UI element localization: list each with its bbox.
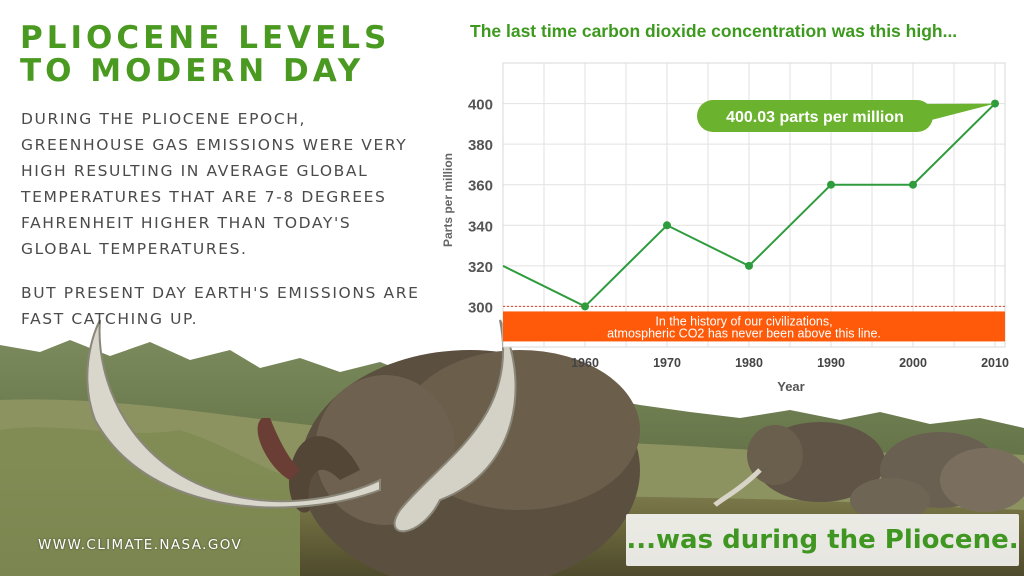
threshold-band: In the history of our civilizations,atmo… xyxy=(503,305,1005,342)
callout-pointer xyxy=(912,103,995,125)
y-tick-label: 300 xyxy=(468,299,493,316)
x-tick-label: 1970 xyxy=(653,356,681,370)
callout-pill xyxy=(697,100,933,132)
y-tick-labels: 300 320 340 360 380 400 xyxy=(468,97,493,317)
title-line-1: PLIOCENE LEVELS xyxy=(20,20,391,56)
x-tick-label: 1990 xyxy=(817,356,845,370)
plot-border xyxy=(502,62,1006,348)
x-tick-label: 2000 xyxy=(899,356,927,370)
y-axis-label: Parts per million xyxy=(441,153,455,247)
y-tick-label: 400 xyxy=(468,97,493,114)
x-tick-label: 1960 xyxy=(571,356,599,370)
x-tick-labels: 1960 1970 1980 1990 2000 2010 xyxy=(571,356,1009,370)
threshold-band-rect xyxy=(503,311,1005,342)
x-tick-label: 1980 xyxy=(735,356,763,370)
title-line-2: TO MODERN DAY xyxy=(20,53,365,89)
data-point xyxy=(581,302,589,311)
chart-grid xyxy=(502,62,1006,348)
source-credit: WWW.CLIMATE.NASA.GOV xyxy=(38,537,243,553)
y-tick-label: 340 xyxy=(468,218,493,235)
co2-line-chart: In the history of our civilizations,atmo… xyxy=(441,62,1009,394)
x-tick-label: 2010 xyxy=(981,356,1009,370)
callout-text: 400.03 parts per million xyxy=(726,109,904,126)
data-point xyxy=(745,261,753,270)
chart-title: The last time carbon dioxide concentrati… xyxy=(470,21,958,41)
data-point xyxy=(827,180,835,189)
threshold-note-line-2: atmospheric CO2 has never been above thi… xyxy=(607,326,881,340)
caption-box: ...was during the Pliocene. xyxy=(626,514,1019,566)
y-tick-label: 320 xyxy=(468,259,493,276)
y-tick-label: 380 xyxy=(468,137,493,154)
intro-paragraph: During the Pliocene Epoch, greenhouse ga… xyxy=(21,110,408,258)
callout-badge: 400.03 parts per million xyxy=(697,100,995,132)
page-title: PLIOCENE LEVELS TO MODERN DAY xyxy=(20,22,400,88)
emphasis-paragraph: But present day Earth's emissions are fa… xyxy=(21,284,420,328)
caption-text: ...was during the Pliocene. xyxy=(626,525,1019,555)
data-point xyxy=(909,180,917,189)
data-point xyxy=(663,221,671,230)
y-tick-label: 360 xyxy=(468,178,493,195)
x-axis-label: Year xyxy=(777,379,804,394)
threshold-note-line-1: In the history of our civilizations, xyxy=(655,314,832,328)
